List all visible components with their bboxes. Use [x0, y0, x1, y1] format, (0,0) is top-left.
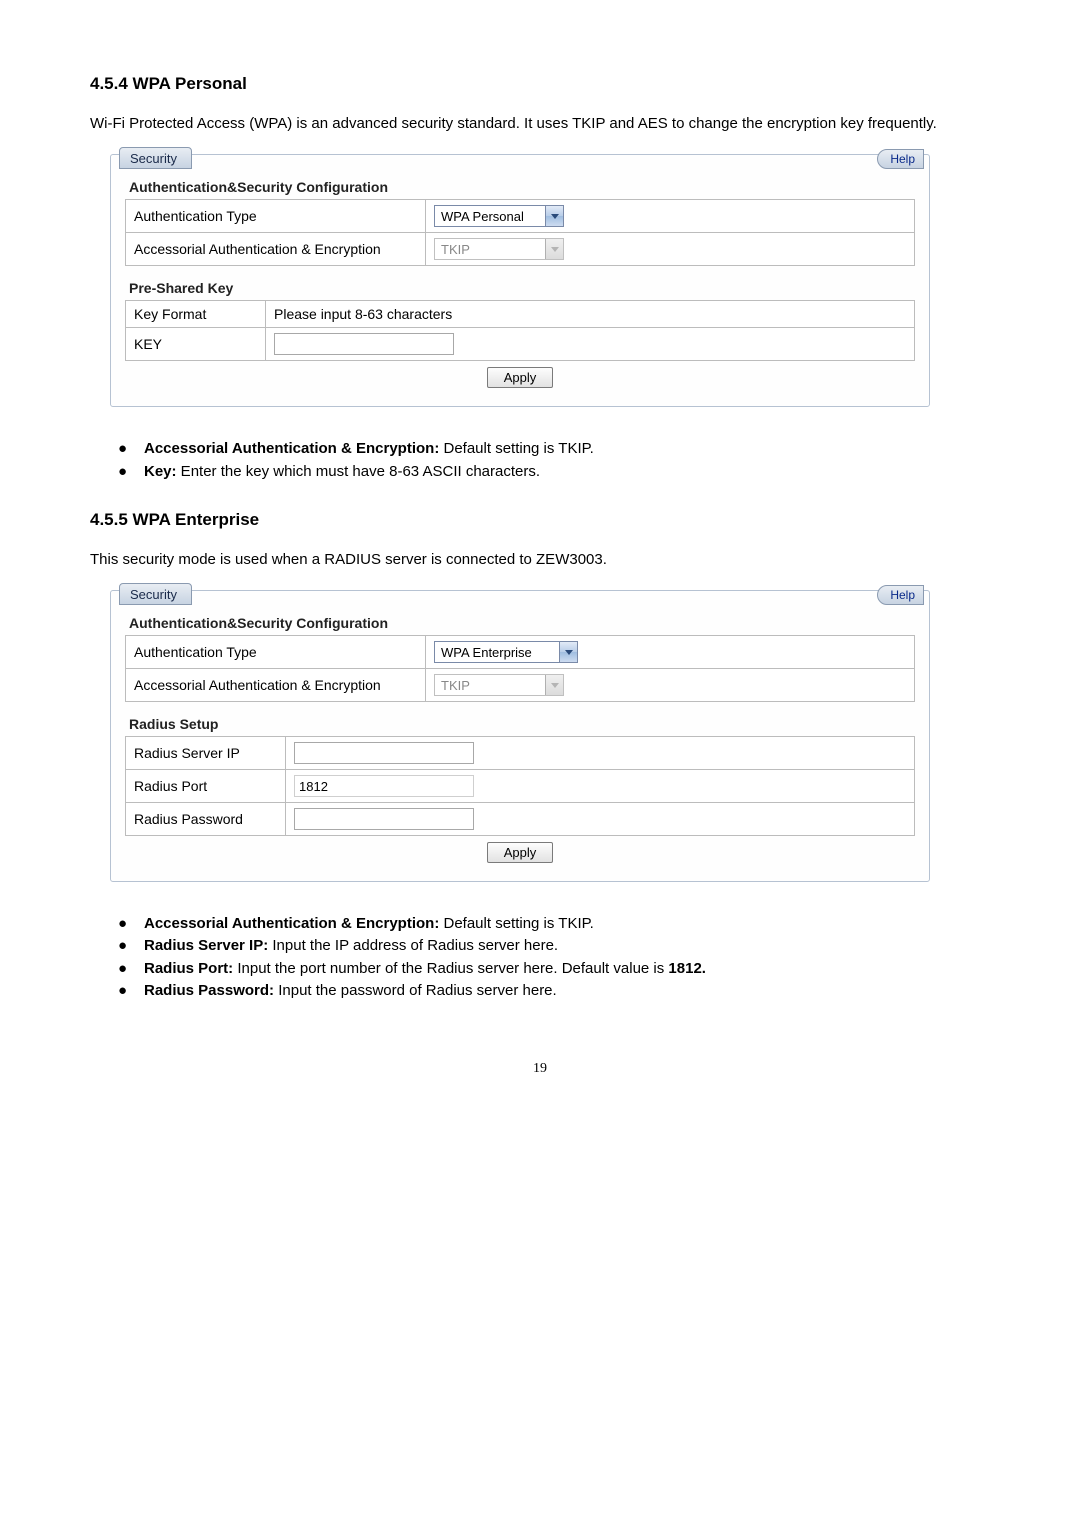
bullet-text: Input the password of Radius server here… — [274, 982, 557, 999]
auth-type-select-455[interactable]: WPA Enterprise — [434, 641, 578, 663]
radius-ip-label: Radius Server IP — [126, 737, 286, 770]
table-row: Key Format Please input 8-63 characters — [126, 301, 915, 328]
radius-port-label: Radius Port — [126, 770, 286, 803]
auth-type-label: Authentication Type — [126, 200, 426, 233]
chevron-down-icon — [545, 206, 563, 226]
radius-pw-input[interactable] — [294, 808, 474, 830]
panel-454: Security Help Authentication&Security Co… — [110, 154, 930, 407]
table-row: Radius Port — [126, 770, 915, 803]
list-item: Radius Password: Input the password of R… — [118, 981, 990, 1001]
list-item: Key: Enter the key which must have 8-63 … — [118, 462, 990, 482]
chevron-down-icon — [545, 239, 563, 259]
list-item: Accessorial Authentication & Encryption:… — [118, 914, 990, 934]
heading-455: 4.5.5 WPA Enterprise — [90, 510, 990, 530]
key-format-label: Key Format — [126, 301, 266, 328]
heading-454: 4.5.4 WPA Personal — [90, 74, 990, 94]
bullet-strong: Key: — [144, 463, 177, 480]
auth-type-value: WPA Personal — [435, 206, 545, 226]
bullet-strong: Radius Password: — [144, 982, 274, 999]
radius-table: Radius Server IP Radius Port Radius Pass… — [125, 736, 915, 836]
panel-454-wrap: Security Help Authentication&Security Co… — [110, 154, 990, 407]
chevron-down-icon — [545, 675, 563, 695]
table-row: Authentication Type WPA Enterprise — [126, 636, 915, 669]
tab-row-454: Security Help — [111, 143, 929, 169]
list-item: Radius Port: Input the port number of th… — [118, 959, 990, 979]
apply-button[interactable]: Apply — [487, 367, 554, 388]
table-row: Accessorial Authentication & Encryption … — [126, 233, 915, 266]
auth-type-value-455: WPA Enterprise — [435, 642, 559, 662]
intro-455: This security mode is used when a RADIUS… — [90, 550, 990, 570]
radius-port-input[interactable] — [294, 775, 474, 797]
radius-pw-label: Radius Password — [126, 803, 286, 836]
panel-455: Security Help Authentication&Security Co… — [110, 590, 930, 882]
table-row: Radius Server IP — [126, 737, 915, 770]
bullet-strong: Radius Server IP: — [144, 937, 268, 954]
key-input[interactable] — [274, 333, 454, 355]
bullet-strong2: 1812. — [668, 960, 706, 977]
panel-body-455: Authentication&Security Configuration Au… — [111, 605, 929, 863]
acc-enc-select: TKIP — [434, 238, 564, 260]
auth-type-label-455: Authentication Type — [126, 636, 426, 669]
intro-454: Wi-Fi Protected Access (WPA) is an advan… — [90, 114, 990, 134]
bullet-text: Enter the key which must have 8-63 ASCII… — [177, 463, 541, 480]
auth-config-table-455: Authentication Type WPA Enterprise Acces… — [125, 635, 915, 702]
acc-enc-label: Accessorial Authentication & Encryption — [126, 233, 426, 266]
help-button[interactable]: Help — [877, 585, 924, 605]
bullets-454: Accessorial Authentication & Encryption:… — [90, 439, 990, 482]
list-item: Accessorial Authentication & Encryption:… — [118, 439, 990, 459]
table-row: KEY — [126, 328, 915, 361]
key-format-value: Please input 8-63 characters — [266, 301, 915, 328]
panel-455-wrap: Security Help Authentication&Security Co… — [110, 590, 990, 882]
radius-ip-input[interactable] — [294, 742, 474, 764]
table-row: Accessorial Authentication & Encryption … — [126, 669, 915, 702]
acc-enc-value-455: TKIP — [435, 675, 545, 695]
tab-row-455: Security Help — [111, 579, 929, 605]
auth-type-select[interactable]: WPA Personal — [434, 205, 564, 227]
security-tab[interactable]: Security — [119, 147, 192, 169]
bullet-strong: Radius Port: — [144, 960, 233, 977]
help-button[interactable]: Help — [877, 149, 924, 169]
bullet-strong: Accessorial Authentication & Encryption: — [144, 915, 439, 932]
table-row: Radius Password — [126, 803, 915, 836]
list-item: Radius Server IP: Input the IP address o… — [118, 936, 990, 956]
chevron-down-icon — [559, 642, 577, 662]
page-number: 19 — [90, 1061, 990, 1077]
table-row: Authentication Type WPA Personal — [126, 200, 915, 233]
key-label: KEY — [126, 328, 266, 361]
apply-row-455: Apply — [125, 842, 915, 863]
auth-config-table-454: Authentication Type WPA Personal Accesso… — [125, 199, 915, 266]
bullets-455: Accessorial Authentication & Encryption:… — [90, 914, 990, 1001]
auth-config-title: Authentication&Security Configuration — [129, 179, 915, 195]
acc-enc-value: TKIP — [435, 239, 545, 259]
bullet-text: Default setting is TKIP. — [439, 915, 594, 932]
apply-button[interactable]: Apply — [487, 842, 554, 863]
bullet-strong: Accessorial Authentication & Encryption: — [144, 440, 439, 457]
acc-enc-label-455: Accessorial Authentication & Encryption — [126, 669, 426, 702]
psk-table: Key Format Please input 8-63 characters … — [125, 300, 915, 361]
apply-row-454: Apply — [125, 367, 915, 388]
panel-body-454: Authentication&Security Configuration Au… — [111, 169, 929, 388]
acc-enc-select-455: TKIP — [434, 674, 564, 696]
psk-title: Pre-Shared Key — [129, 280, 915, 296]
radius-title: Radius Setup — [129, 716, 915, 732]
bullet-text: Input the IP address of Radius server he… — [268, 937, 558, 954]
security-tab[interactable]: Security — [119, 583, 192, 605]
auth-config-title-455: Authentication&Security Configuration — [129, 615, 915, 631]
bullet-text: Input the port number of the Radius serv… — [233, 960, 668, 977]
bullet-text: Default setting is TKIP. — [439, 440, 594, 457]
